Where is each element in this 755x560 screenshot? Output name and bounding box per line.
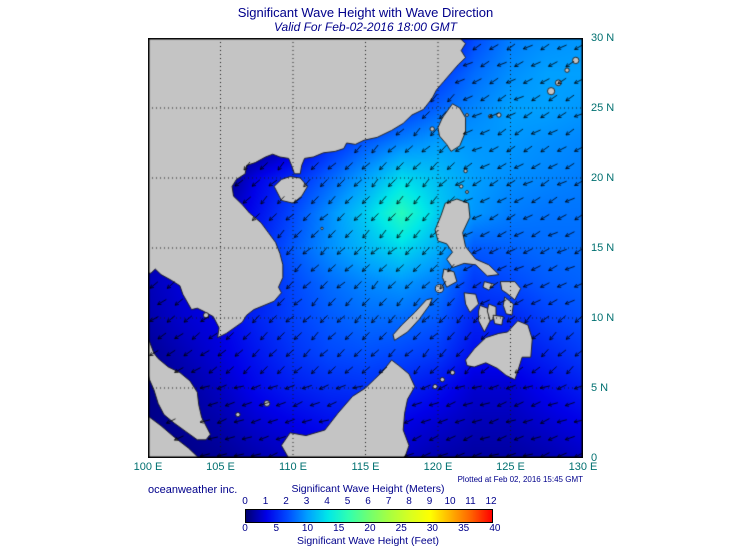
- legend-meters-tick: 5: [344, 496, 351, 507]
- legend-meters-tick: 8: [406, 496, 412, 507]
- lon-tick-label: 110 E: [279, 461, 307, 473]
- valid-time-subtitle: Valid For Feb-02-2016 18:00 GMT: [274, 20, 457, 34]
- legend-feet-tick: 20: [364, 523, 376, 534]
- lon-tick-label: 120 E: [423, 461, 453, 473]
- page-title: Significant Wave Height with Wave Direct…: [237, 5, 494, 20]
- lat-tick-label: 20 N: [591, 172, 615, 184]
- lat-tick-label: 25 N: [591, 102, 615, 114]
- legend-meters-tick: 3: [303, 496, 310, 507]
- legend-feet-tick: 10: [301, 523, 314, 534]
- lon-tick-label: 100 E: [133, 461, 163, 473]
- map-area: [148, 38, 583, 458]
- legend-colorbar: [245, 509, 493, 523]
- lat-tick-label: 30 N: [591, 32, 615, 44]
- lon-tick-label: 125 E: [496, 461, 525, 473]
- legend-feet-tick: 25: [395, 523, 407, 534]
- legend-meters-tick: 7: [385, 496, 392, 507]
- lon-tick-label: 130 E: [568, 461, 598, 473]
- lat-tick-label: 0: [591, 452, 598, 464]
- wave-map-canvas: [148, 38, 583, 458]
- legend-feet-tick: 40: [489, 523, 501, 534]
- legend-meters-title: Significant Wave Height (Meters): [291, 483, 445, 495]
- legend-meters-tick: 0: [242, 496, 248, 507]
- legend-meters-tick: 12: [485, 496, 497, 507]
- lon-tick-label: 105 E: [206, 461, 235, 473]
- legend-feet-tick: 5: [273, 523, 280, 534]
- legend-meters-tick: 6: [365, 496, 371, 507]
- legend-feet-tick: 35: [458, 523, 470, 534]
- lat-tick-label: 5 N: [591, 382, 609, 394]
- plotted-at-timestamp: Plotted at Feb 02, 2016 15:45 GMT: [457, 475, 583, 484]
- legend-meters-tick: 10: [444, 496, 456, 507]
- lat-tick-label: 10 N: [591, 312, 615, 324]
- lat-tick-label: 15 N: [591, 242, 615, 254]
- legend-feet-tick: 15: [333, 523, 345, 534]
- legend-meters-tick: 4: [324, 496, 330, 507]
- oceanweather-credit: oceanweather inc.: [148, 484, 238, 496]
- legend-feet-tick: 0: [242, 523, 248, 534]
- legend-feet-tick: 30: [426, 523, 438, 534]
- lon-tick-label: 115 E: [351, 461, 380, 473]
- legend-feet-title: Significant Wave Height (Feet): [296, 535, 439, 547]
- legend-meters-tick: 11: [465, 496, 476, 507]
- legend-meters-tick: 1: [262, 496, 269, 507]
- legend-meters-tick: 2: [283, 496, 289, 507]
- legend-meters-tick: 9: [426, 496, 433, 507]
